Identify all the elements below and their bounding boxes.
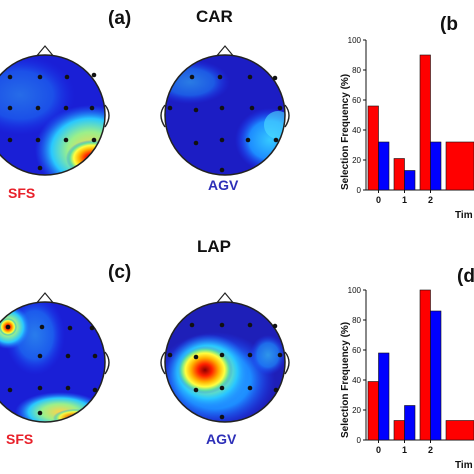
bar-clipped bbox=[445, 141, 474, 191]
bar-chart-b: 0 20 40 60 80 100 0 1 2 bbox=[348, 36, 474, 205]
panel-a-title: CAR bbox=[196, 7, 233, 26]
panel-c-title: LAP bbox=[197, 237, 231, 256]
bar bbox=[393, 158, 405, 191]
bar bbox=[419, 54, 431, 191]
topomap-lap-agv: AGV bbox=[160, 292, 290, 447]
panel-b-tag: (b bbox=[440, 14, 458, 35]
sfs-label-c: SFS bbox=[6, 431, 33, 447]
bar bbox=[378, 352, 390, 441]
chart-b-ylabel: Selection Frequency (%) bbox=[340, 74, 351, 190]
x-tick-label: 0 bbox=[376, 445, 381, 455]
y-tick-label: 100 bbox=[348, 36, 362, 45]
bar bbox=[430, 141, 442, 191]
bar bbox=[367, 105, 379, 191]
bar bbox=[367, 381, 379, 441]
x-tick-label: 2 bbox=[428, 195, 433, 205]
x-tick-label: 1 bbox=[402, 445, 407, 455]
bar-chart-d: 0 20 40 60 80 100 0 1 2 bbox=[348, 286, 474, 455]
panel-a-tag: (a) bbox=[108, 8, 131, 29]
y-tick-label: 0 bbox=[357, 436, 362, 445]
topomap-car-agv: AGV bbox=[160, 45, 290, 193]
sfs-label-a: SFS bbox=[8, 185, 35, 201]
bar bbox=[393, 420, 405, 441]
chart-d-xlabel: Tim bbox=[455, 460, 473, 471]
y-tick-label: 0 bbox=[357, 186, 362, 195]
y-tick-label: 40 bbox=[352, 126, 361, 135]
bar bbox=[419, 289, 431, 441]
topomap-lap-sfs: SFS bbox=[0, 292, 110, 447]
bar-clipped bbox=[445, 420, 474, 441]
y-tick-label: 20 bbox=[352, 406, 361, 415]
y-tick-label: 40 bbox=[352, 376, 361, 385]
agv-label-c: AGV bbox=[206, 431, 237, 447]
y-tick-label: 60 bbox=[352, 96, 361, 105]
panel-c-tag: (c) bbox=[108, 262, 131, 283]
topomap-car-sfs: SFS bbox=[0, 45, 110, 201]
chart-d-ylabel: Selection Frequency (%) bbox=[340, 322, 351, 438]
panel-d-tag: (d bbox=[457, 266, 474, 287]
chart-b-xlabel: Tim bbox=[455, 210, 473, 221]
bar bbox=[404, 170, 416, 191]
x-tick-label: 0 bbox=[376, 195, 381, 205]
x-tick-label: 1 bbox=[402, 195, 407, 205]
y-tick-label: 60 bbox=[352, 346, 361, 355]
bar bbox=[378, 141, 390, 191]
y-tick-label: 20 bbox=[352, 156, 361, 165]
bar bbox=[404, 405, 416, 441]
bar bbox=[430, 310, 442, 441]
y-tick-label: 80 bbox=[352, 66, 361, 75]
agv-label-a: AGV bbox=[208, 177, 239, 193]
x-tick-label: 2 bbox=[428, 445, 433, 455]
y-tick-label: 100 bbox=[348, 286, 362, 295]
y-tick-label: 80 bbox=[352, 316, 361, 325]
